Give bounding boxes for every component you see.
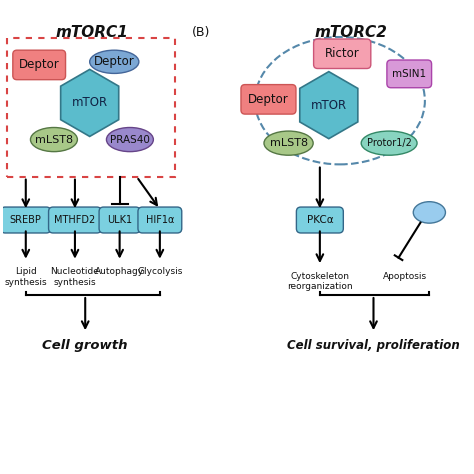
Ellipse shape [264,131,313,155]
Text: Deptor: Deptor [248,93,289,106]
Text: PKCα: PKCα [307,215,333,225]
Text: mLST8: mLST8 [270,138,308,148]
Text: Glycolysis: Glycolysis [137,267,182,276]
FancyBboxPatch shape [99,207,140,233]
Text: mSIN1: mSIN1 [392,69,426,79]
Text: MTHFD2: MTHFD2 [55,215,96,225]
FancyBboxPatch shape [13,50,65,80]
Text: (B): (B) [192,26,210,39]
FancyBboxPatch shape [241,84,296,114]
Polygon shape [300,72,358,139]
FancyBboxPatch shape [296,207,343,233]
Text: SREBP: SREBP [10,215,42,225]
FancyBboxPatch shape [314,39,371,69]
Text: Nucleotide
synthesis: Nucleotide synthesis [51,267,100,287]
Ellipse shape [413,202,446,223]
Text: Autophagy: Autophagy [95,267,144,276]
FancyBboxPatch shape [387,60,432,88]
Text: Cell survival, proliferation: Cell survival, proliferation [287,339,460,352]
Text: Deptor: Deptor [94,55,135,68]
Text: mLST8: mLST8 [35,135,73,145]
Text: Rictor: Rictor [325,47,360,60]
Text: mTORC1: mTORC1 [55,25,128,40]
Ellipse shape [30,128,77,152]
FancyBboxPatch shape [48,207,101,233]
Text: Cytoskeleton
reorganization: Cytoskeleton reorganization [287,272,353,291]
Text: PRAS40: PRAS40 [110,135,150,145]
Text: mTOR: mTOR [311,99,347,112]
Text: Deptor: Deptor [19,58,60,72]
Text: mTORC2: mTORC2 [315,25,388,40]
Ellipse shape [90,50,139,73]
Text: HIF1α: HIF1α [146,215,174,225]
Text: Apoptosis: Apoptosis [383,272,427,281]
Text: Cell growth: Cell growth [43,339,128,352]
Ellipse shape [361,131,417,155]
Text: ULK1: ULK1 [107,215,132,225]
Text: Lipid
synthesis: Lipid synthesis [4,267,47,287]
Ellipse shape [107,128,154,152]
Text: Protor1/2: Protor1/2 [367,138,411,148]
Text: mTOR: mTOR [72,96,108,109]
FancyBboxPatch shape [138,207,182,233]
FancyBboxPatch shape [1,207,51,233]
Polygon shape [61,69,118,137]
